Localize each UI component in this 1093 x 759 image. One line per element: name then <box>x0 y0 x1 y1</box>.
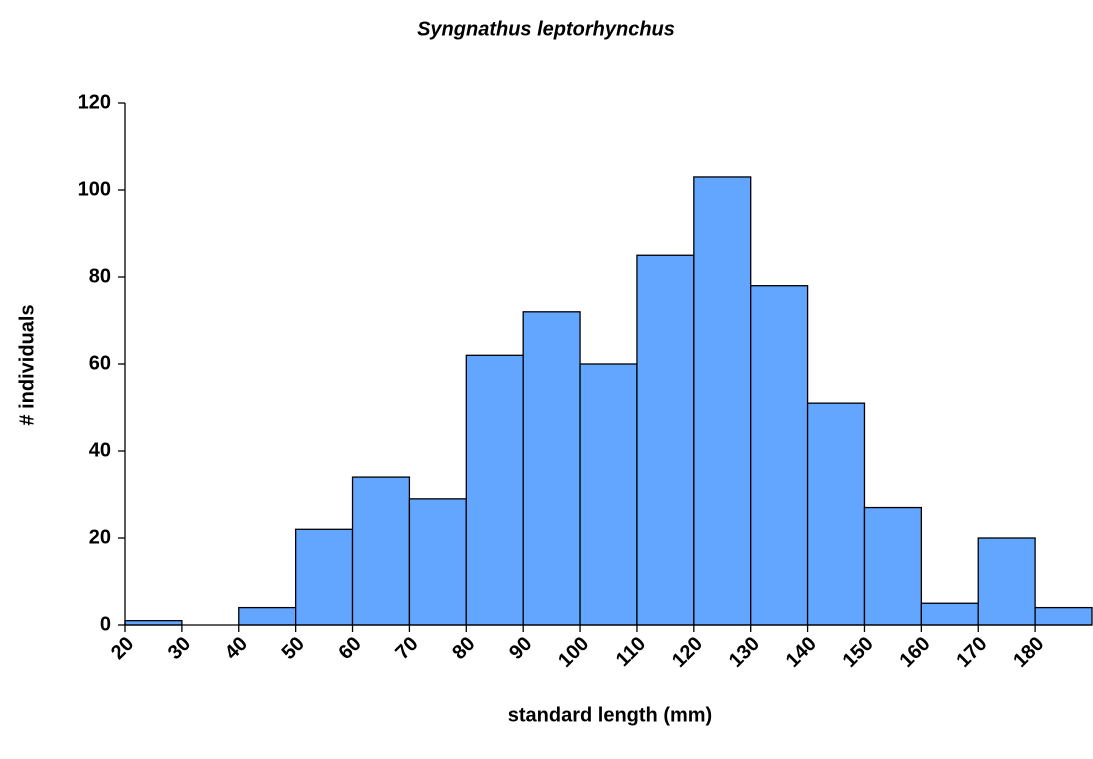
bar <box>1034 606 1093 626</box>
bar <box>294 528 354 626</box>
x-tick-label: 100 <box>554 633 593 672</box>
bar <box>863 506 923 626</box>
y-tick-label: 80 <box>89 265 111 287</box>
bar <box>636 254 695 626</box>
y-tick-label: 40 <box>89 439 111 461</box>
x-tick-label: 80 <box>448 633 479 664</box>
x-tick-label: 180 <box>1009 633 1048 672</box>
y-tick-label: 60 <box>89 352 111 374</box>
x-tick-label: 60 <box>335 633 366 664</box>
x-tick-label: 120 <box>668 633 707 672</box>
bar <box>238 606 297 626</box>
x-tick-label: 20 <box>107 633 138 664</box>
y-tick-label: 0 <box>100 613 111 635</box>
bar <box>465 354 524 626</box>
y-tick-label: 20 <box>89 526 111 548</box>
x-tick-label: 90 <box>505 633 536 664</box>
x-tick-label: 140 <box>782 633 821 672</box>
bar <box>351 476 411 626</box>
bar <box>579 363 638 626</box>
bar <box>977 537 1036 626</box>
bar <box>693 176 752 626</box>
x-axis-label: standard length (mm) <box>508 704 712 726</box>
x-tick-label: 40 <box>221 633 252 664</box>
x-tick-label: 160 <box>895 633 934 672</box>
bar <box>750 285 809 626</box>
x-tick-label: 110 <box>612 633 650 671</box>
chart-title: Syngnathus leptorhynchus <box>417 18 675 40</box>
x-tick-label: 30 <box>164 633 195 664</box>
x-tick-label: 70 <box>391 633 422 664</box>
bar <box>806 402 866 626</box>
bar <box>124 620 183 626</box>
bar <box>408 498 467 626</box>
bar <box>920 602 979 626</box>
x-tick-label: 50 <box>278 633 309 664</box>
bar <box>522 311 581 626</box>
x-tick-label: 150 <box>839 633 878 672</box>
x-tick-label: 170 <box>952 633 991 672</box>
x-tick-label: 130 <box>725 633 764 672</box>
y-tick-label: 100 <box>78 178 111 200</box>
y-axis-label: # individuals <box>16 304 38 425</box>
y-tick-label: 120 <box>78 91 111 113</box>
